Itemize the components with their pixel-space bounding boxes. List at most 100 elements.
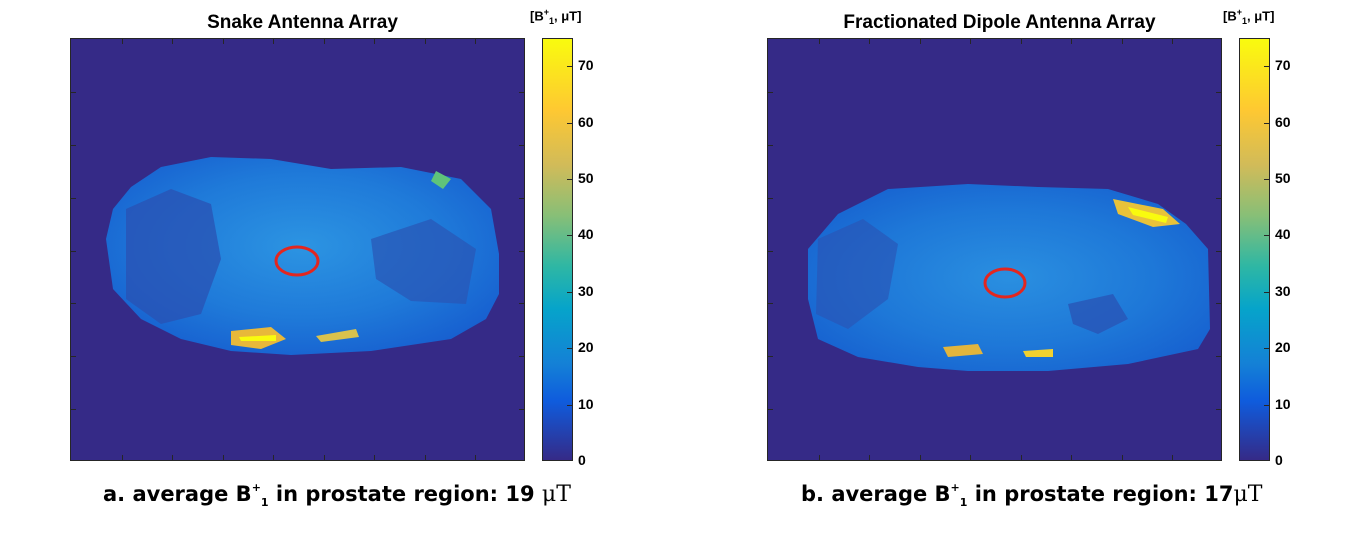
axis-tick	[970, 39, 971, 44]
axis-tick	[324, 455, 325, 460]
panel-snake: Snake Antenna Array [B+1, μT] 0 10 20 30 40 5…	[0, 0, 683, 542]
axis-tick	[519, 409, 524, 410]
axis-tick	[1216, 303, 1221, 304]
axis-tick	[519, 198, 524, 199]
body-dark-region-b2	[1068, 294, 1128, 334]
axis-tick	[1021, 39, 1022, 44]
colorbar-tick-mark	[567, 66, 573, 68]
colorbar-tick-label: 30	[578, 282, 594, 299]
axis-tick	[324, 39, 325, 44]
body-dark-region-a2	[371, 219, 476, 304]
axis-tick	[519, 251, 524, 252]
axis-tick	[1216, 145, 1221, 146]
axis-tick	[71, 145, 76, 146]
axis-tick	[71, 251, 76, 252]
hotspot-b-bottom	[943, 344, 983, 357]
axis-tick	[1021, 455, 1022, 460]
colorbar-tick-label: 10	[1275, 395, 1291, 412]
axis-tick	[768, 251, 773, 252]
axis-tick	[768, 303, 773, 304]
colorbar-tick-mark	[1264, 179, 1270, 180]
axis-tick	[1216, 251, 1221, 252]
panel-dipole: Fractionated Dipole Antenna Array [B+1, …	[697, 0, 1367, 542]
colorbar-tick-label: 10	[578, 395, 594, 412]
axis-tick	[768, 92, 773, 93]
heatmap-plot-b	[767, 38, 1222, 461]
axis-tick	[71, 409, 76, 410]
colorbar-b	[1239, 38, 1270, 461]
heatmap-image-a	[106, 157, 499, 355]
hotspot-b-topright-yellow	[1128, 207, 1168, 223]
axis-tick	[1216, 409, 1221, 410]
axis-tick	[920, 39, 921, 44]
axis-tick	[519, 145, 524, 146]
caption-a: a. average B+1 in prostate region: 19 μT	[103, 481, 571, 510]
axis-tick	[1122, 39, 1123, 44]
axis-tick	[1216, 356, 1221, 357]
colorbar-tick-label: 20	[578, 339, 594, 356]
axis-tick	[475, 455, 476, 460]
axis-tick	[1071, 455, 1072, 460]
colorbar-tick-label: 50	[578, 170, 594, 186]
chart-title-a: Snake Antenna Array	[207, 12, 398, 33]
colorbar-tick-mark	[567, 460, 573, 461]
axis-tick	[374, 455, 375, 460]
axis-tick	[768, 145, 773, 146]
colorbar-tick-mark	[567, 122, 573, 124]
axis-tick	[273, 455, 274, 460]
colorbar-tick-mark	[1264, 460, 1270, 461]
colorbar-unit-a: [B+1, μT]	[530, 7, 582, 26]
colorbar-tick-mark	[1264, 66, 1270, 68]
chart-title-b: Fractionated Dipole Antenna Array	[843, 12, 1156, 33]
axis-tick	[819, 39, 820, 44]
axis-tick	[122, 39, 123, 44]
axis-tick	[425, 39, 426, 44]
colorbar-unit-b: [B+1, μT]	[1223, 7, 1275, 26]
body-dark-region-a1	[126, 189, 221, 324]
colorbar-tick-mark	[1264, 291, 1270, 293]
colorbar-tick-label: 0	[578, 452, 586, 468]
axis-tick	[122, 455, 123, 460]
colorbar-tick-label: 40	[578, 226, 594, 243]
colorbar-tick-mark	[1264, 235, 1270, 237]
colorbar-tick-mark	[1264, 404, 1270, 406]
heatmap-plot-a	[70, 38, 525, 461]
axis-tick	[71, 303, 76, 304]
hotspot-a-bottom-yellow	[239, 335, 276, 341]
axis-tick	[172, 39, 173, 44]
colorbar-tick-mark	[567, 291, 573, 293]
colorbar-tick-label: 20	[1275, 339, 1291, 356]
axis-tick	[1216, 92, 1221, 93]
axis-tick	[1122, 455, 1123, 460]
axis-tick	[869, 39, 870, 44]
colorbar-tick-mark	[567, 179, 573, 180]
colorbar-tick-label: 50	[1275, 170, 1291, 186]
colorbar-tick-label: 70	[1275, 57, 1291, 74]
axis-tick	[519, 356, 524, 357]
colorbar-tick-label: 0	[1275, 452, 1283, 468]
axis-tick	[920, 455, 921, 460]
body-dark-region-b1	[816, 219, 898, 329]
axis-tick	[970, 455, 971, 460]
axis-tick	[768, 198, 773, 199]
hotspot-a-right	[316, 329, 359, 342]
axis-tick	[768, 409, 773, 410]
axis-tick	[1172, 39, 1173, 44]
axis-tick	[425, 455, 426, 460]
axis-tick	[519, 303, 524, 304]
colorbar-tick-mark	[567, 404, 573, 406]
axis-tick	[71, 92, 76, 93]
axis-tick	[1216, 198, 1221, 199]
colorbar-tick-mark	[1264, 348, 1270, 350]
colorbar-tick-label: 70	[578, 57, 594, 74]
roi-circle-b	[983, 267, 1027, 299]
axis-tick	[172, 455, 173, 460]
axis-tick	[273, 39, 274, 44]
hotspot-b-bottom2	[1023, 349, 1053, 357]
axis-tick	[869, 455, 870, 460]
axis-tick	[519, 92, 524, 93]
axis-tick	[71, 198, 76, 199]
colorbar-tick-label: 60	[578, 113, 594, 130]
colorbar-tick-mark	[567, 235, 573, 237]
colorbar-tick-mark	[1264, 122, 1270, 124]
